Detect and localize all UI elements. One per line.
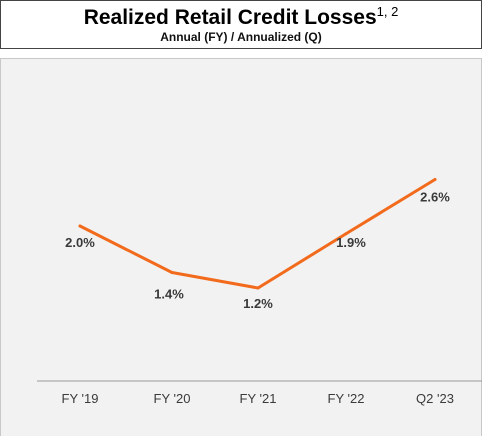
data-point xyxy=(256,286,260,290)
data-label: 1.2% xyxy=(243,296,273,311)
x-tick-label: FY '22 xyxy=(328,391,365,406)
data-point xyxy=(78,224,82,228)
chart-header: Realized Retail Credit Losses1, 2 Annual… xyxy=(0,0,482,49)
plot-area xyxy=(0,58,482,436)
x-tick-label: FY '19 xyxy=(62,391,99,406)
data-point xyxy=(433,178,437,181)
x-tick-label: FY '20 xyxy=(154,391,191,406)
series-line xyxy=(78,178,437,290)
data-label: 2.6% xyxy=(420,190,450,205)
x-tick-label: Q2 '23 xyxy=(416,391,454,406)
data-label: 1.9% xyxy=(336,235,366,250)
data-point xyxy=(170,271,174,274)
chart-title-text: Realized Retail Credit Losses xyxy=(83,6,377,29)
data-label: 1.4% xyxy=(154,287,184,302)
chart-subtitle: Annual (FY) / Annualized (Q) xyxy=(160,30,322,44)
data-label: 2.0% xyxy=(65,235,95,250)
footnote-markers: 1, 2 xyxy=(376,4,399,19)
x-tick-label: FY '21 xyxy=(240,391,277,406)
data-point xyxy=(344,232,348,236)
chart-title: Realized Retail Credit Losses1, 2 xyxy=(1,4,481,29)
